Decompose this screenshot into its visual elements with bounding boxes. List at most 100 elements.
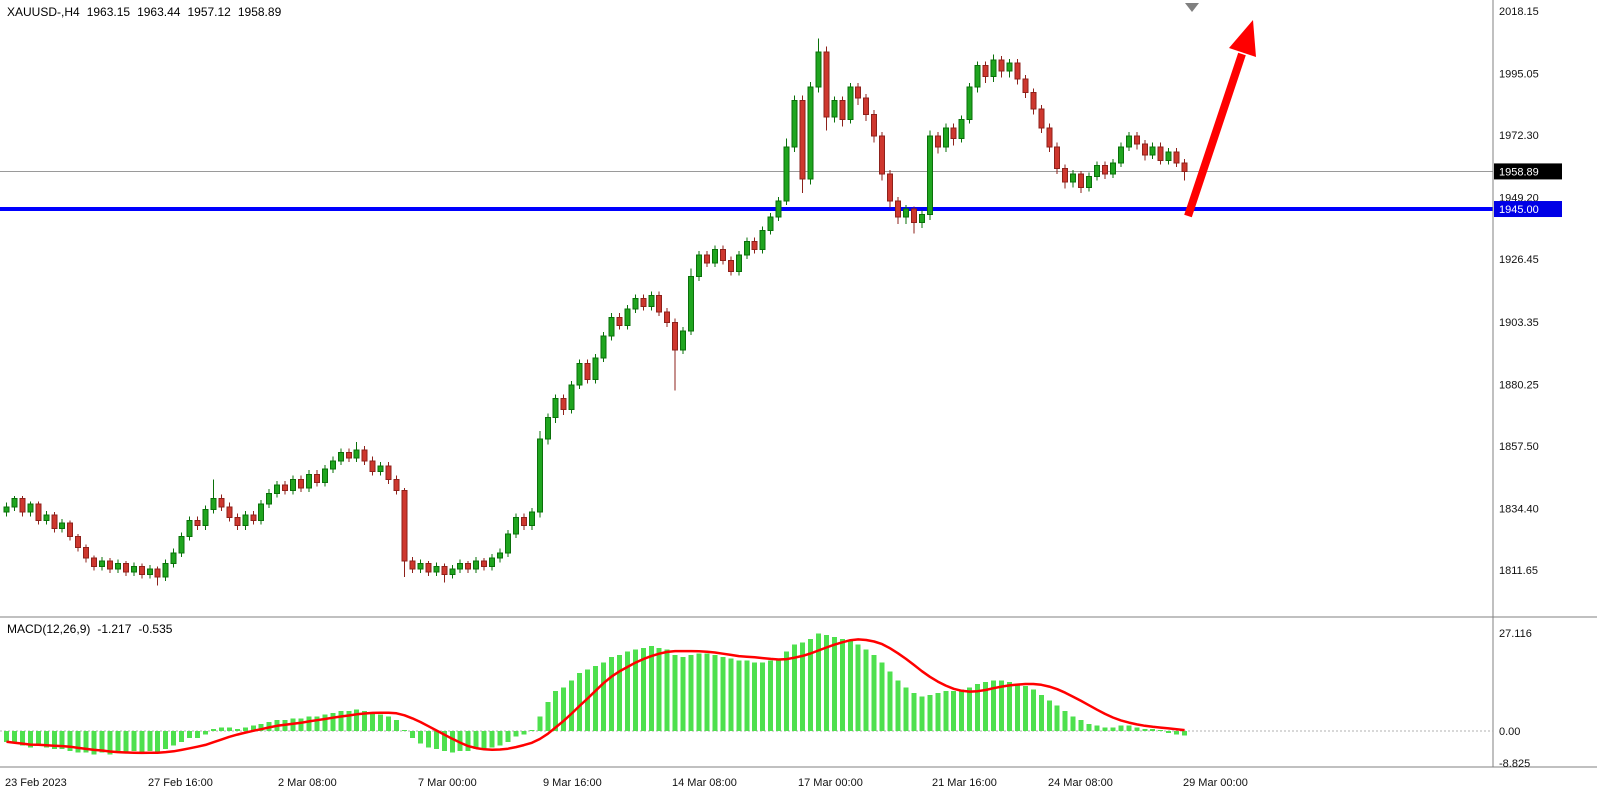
macd-bar (624, 651, 630, 731)
macd-bar (1006, 682, 1012, 731)
candle-body (504, 533, 511, 554)
time-axis-label: 29 Mar 00:00 (1183, 777, 1248, 789)
candle-body (1070, 173, 1077, 183)
macd-bar (1094, 725, 1100, 731)
time-axis-label: 9 Mar 16:00 (543, 777, 602, 789)
macd-bar (704, 653, 710, 731)
price-axis-label: 1926.45 (1499, 254, 1539, 266)
macd-bar (736, 660, 742, 731)
candle-body (43, 514, 50, 521)
time-axis-label: 14 Mar 08:00 (672, 777, 737, 789)
candle-body (942, 127, 949, 148)
macd-bar (1046, 700, 1052, 731)
macd-bar (1150, 729, 1156, 731)
macd-bar (338, 711, 344, 731)
candle-body (59, 522, 66, 529)
macd-bar (696, 653, 702, 731)
time-axis-label: 23 Feb 2023 (5, 777, 67, 789)
macd-bar (601, 662, 606, 731)
macd-bar (210, 729, 216, 731)
candle-body (1038, 108, 1045, 129)
candle-body (918, 213, 925, 224)
candle-body (1173, 151, 1180, 164)
candle-body (887, 173, 894, 202)
macd-bar (386, 716, 392, 731)
candle-body (672, 322, 679, 351)
macd-bar (123, 731, 129, 753)
scroll-to-end-marker[interactable] (1185, 3, 1199, 12)
candle-body (1014, 62, 1021, 80)
macd-bar (616, 655, 622, 731)
candle-body (321, 468, 328, 483)
price-axis-label: 1903.35 (1499, 317, 1539, 329)
time-axis[interactable]: 23 Feb 2023 27 Feb 16:00 2 Mar 08:00 7 Mar … (5, 777, 1248, 789)
candle-body (99, 560, 106, 567)
macd-bar (1102, 727, 1108, 731)
candle-body (632, 297, 639, 310)
candle-body (1165, 151, 1172, 161)
candle-body (441, 565, 448, 575)
candle-body (520, 517, 527, 527)
price-axis[interactable]: 2018.151995.051972.301949.201926.451903.… (1494, 6, 1562, 770)
macd-bar (242, 727, 248, 731)
candle-body (19, 498, 26, 513)
time-axis-label: 2 Mar 08:00 (278, 777, 337, 789)
candle-body (751, 241, 758, 251)
candle-body (711, 249, 718, 264)
macd-bar (903, 687, 909, 731)
macd-bar (51, 731, 57, 750)
candle-body (759, 230, 766, 251)
macd-bar (1062, 711, 1068, 731)
candle-body (1109, 162, 1116, 175)
macd-bar (656, 647, 662, 731)
candle-body (982, 65, 989, 77)
candle-body (1157, 146, 1164, 161)
macd-bar (481, 731, 487, 750)
trend-arrow[interactable] (1184, 20, 1256, 218)
candle-body (680, 330, 687, 351)
time-axis-label: 21 Mar 16:00 (932, 777, 997, 789)
candle-body (449, 568, 456, 575)
candle-body (226, 506, 233, 519)
macd-bar (1038, 694, 1044, 731)
current-price-badge-text: 1958.89 (1499, 166, 1539, 178)
candle-body (839, 100, 846, 121)
candle-body (1030, 92, 1037, 110)
candle-body (703, 254, 710, 264)
candle-body (106, 560, 113, 570)
candle-body (457, 563, 464, 570)
trend-arrow-head (1229, 20, 1256, 57)
macd-bar (1030, 689, 1036, 731)
candle-body (35, 503, 42, 521)
macd-bar (497, 731, 503, 746)
macd-bar (712, 655, 718, 731)
candle-body (608, 316, 615, 337)
candle-body (481, 560, 488, 567)
macd-bar (322, 714, 328, 731)
candle-body (990, 59, 997, 77)
candle-body (305, 473, 312, 489)
candle-body (536, 438, 543, 513)
candle-body (210, 498, 217, 510)
macd-axis-label: -8.825 (1499, 758, 1530, 770)
candle-body (186, 519, 193, 538)
macd-bar (760, 662, 766, 731)
candle-body (624, 308, 631, 326)
candle-body (831, 100, 838, 118)
candle-body (1006, 62, 1013, 72)
price-axis-label: 1972.30 (1499, 130, 1539, 142)
macd-bar (417, 731, 423, 744)
candlesticks[interactable] (3, 38, 1188, 586)
macd-bar (195, 731, 201, 739)
time-axis-label: 24 Mar 08:00 (1048, 777, 1113, 789)
macd-bar (744, 660, 750, 731)
candle-body (934, 135, 941, 148)
candle-body (234, 517, 241, 527)
candle-body (337, 452, 344, 462)
macd-bar (752, 662, 758, 731)
candle-body (544, 416, 551, 440)
macd-bar (115, 731, 121, 753)
candle-body (974, 65, 981, 88)
